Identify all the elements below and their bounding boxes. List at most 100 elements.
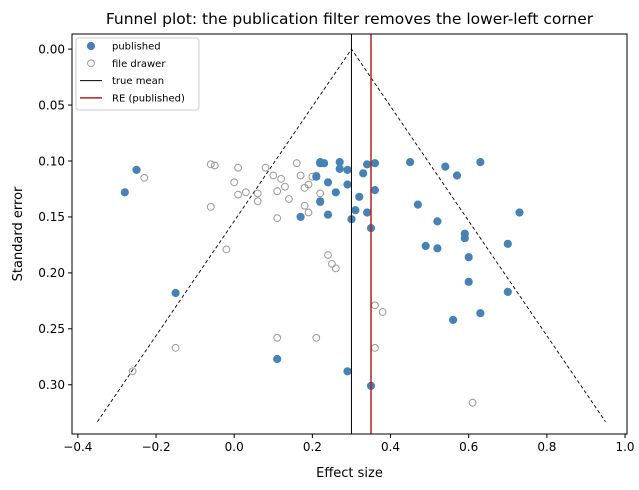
file-drawer-point — [316, 189, 325, 198]
legend-label: true mean — [112, 76, 164, 87]
published-point — [273, 354, 282, 364]
file-drawer-point — [328, 260, 336, 268]
published-point — [464, 277, 473, 286]
file-drawer-point — [242, 188, 250, 197]
file-drawer-point — [222, 245, 231, 254]
legend: published file drawer true mean RE (publish… — [75, 37, 200, 111]
published-point — [449, 315, 458, 325]
file-drawer-point — [300, 201, 309, 210]
x-axis: −0.4 −0.2 0.0 0.2 0.4 0.6 0.8 1.0 — [63, 434, 635, 454]
file-drawer-point — [304, 208, 313, 217]
published-point — [323, 178, 333, 187]
legend-label: published — [112, 42, 161, 53]
published-point — [359, 169, 368, 178]
file-drawer-point — [230, 178, 239, 187]
file-drawer-point — [171, 343, 180, 352]
axes-frame — [71, 33, 628, 435]
published-point — [441, 162, 450, 171]
y-tick-label: 0.10 — [38, 154, 65, 168]
file-drawer-point — [273, 214, 282, 223]
published-point — [406, 158, 415, 167]
published-point — [433, 217, 442, 226]
published-point — [323, 210, 333, 219]
published-point — [363, 160, 372, 169]
published-point — [171, 288, 180, 298]
published-point — [351, 206, 360, 215]
published-point — [331, 188, 340, 197]
x-tick-label: 0.0 — [225, 440, 244, 454]
plot-area — [97, 34, 606, 434]
published-point — [370, 186, 380, 195]
file-drawer-point — [261, 163, 270, 172]
published-point — [476, 309, 485, 318]
y-axis-label: Standard error — [11, 186, 26, 281]
file-drawer-point — [312, 333, 321, 342]
published-point — [343, 180, 352, 189]
x-tick-label: 0.4 — [381, 440, 400, 454]
file-drawer-point — [128, 367, 137, 376]
y-axis: 0.00 0.05 0.10 0.15 0.20 0.25 0.30 — [38, 42, 72, 392]
file-drawer-point — [253, 189, 262, 198]
published-point — [503, 239, 512, 248]
published-point — [363, 208, 372, 217]
y-tick-label: 0.15 — [38, 210, 65, 224]
legend-box — [75, 37, 200, 111]
file-drawer-point — [234, 190, 243, 199]
file-drawer-point — [273, 333, 282, 342]
file-drawer-point — [210, 161, 219, 170]
file-drawer-point — [468, 398, 477, 407]
file-drawer-point — [281, 182, 289, 191]
file-drawer-point — [324, 251, 332, 259]
published-point — [460, 234, 469, 243]
published-point — [421, 241, 430, 251]
published-point — [464, 253, 473, 262]
file-drawer-point — [285, 195, 293, 203]
file-drawer-point — [292, 159, 301, 168]
published-point — [413, 200, 423, 209]
published-point — [515, 208, 524, 217]
file-drawer-point — [277, 175, 286, 183]
file-drawer-point — [234, 163, 243, 172]
legend-file-drawer-marker — [87, 59, 95, 68]
published-point — [503, 287, 512, 297]
file-drawer-point — [206, 160, 215, 169]
published-point — [296, 212, 305, 221]
file-drawer-point — [269, 171, 278, 180]
file-drawer-point — [296, 171, 305, 180]
file-drawer-point — [331, 264, 340, 273]
published-point — [452, 171, 462, 180]
x-tick-label: 0.6 — [459, 440, 478, 454]
x-axis-label: Effect size — [316, 466, 383, 481]
x-tick-label: 0.8 — [537, 440, 556, 454]
y-tick-label: 0.20 — [38, 266, 65, 280]
file-drawer-point — [304, 180, 313, 189]
file-drawer-point — [273, 187, 282, 196]
published-point — [132, 165, 141, 174]
published-point — [343, 165, 352, 174]
published-point — [355, 192, 364, 201]
legend-published-marker — [86, 41, 96, 51]
published-point — [476, 158, 485, 167]
legend-label: RE (published) — [112, 94, 185, 105]
published-point — [335, 164, 344, 173]
published-point — [320, 159, 329, 168]
file-drawer-point — [140, 173, 149, 182]
x-tick-label: 1.0 — [615, 440, 634, 454]
published-point — [120, 188, 129, 197]
published-point — [433, 244, 442, 253]
published-point — [343, 367, 352, 376]
file-drawer-point — [378, 308, 387, 316]
x-tick-label: 0.2 — [303, 440, 322, 454]
y-tick-label: 0.05 — [38, 98, 65, 112]
legend-label: file drawer — [112, 59, 166, 70]
y-tick-label: 0.30 — [38, 378, 65, 392]
published-point — [370, 159, 380, 168]
x-tick-label: −0.4 — [63, 440, 92, 454]
y-tick-label: 0.25 — [38, 322, 65, 336]
published-point — [316, 197, 325, 206]
file-drawer-point — [206, 203, 215, 211]
chart-title: Funnel plot: the publication filter remo… — [106, 10, 594, 28]
published-point — [312, 172, 321, 181]
file-drawer-point — [253, 197, 262, 206]
